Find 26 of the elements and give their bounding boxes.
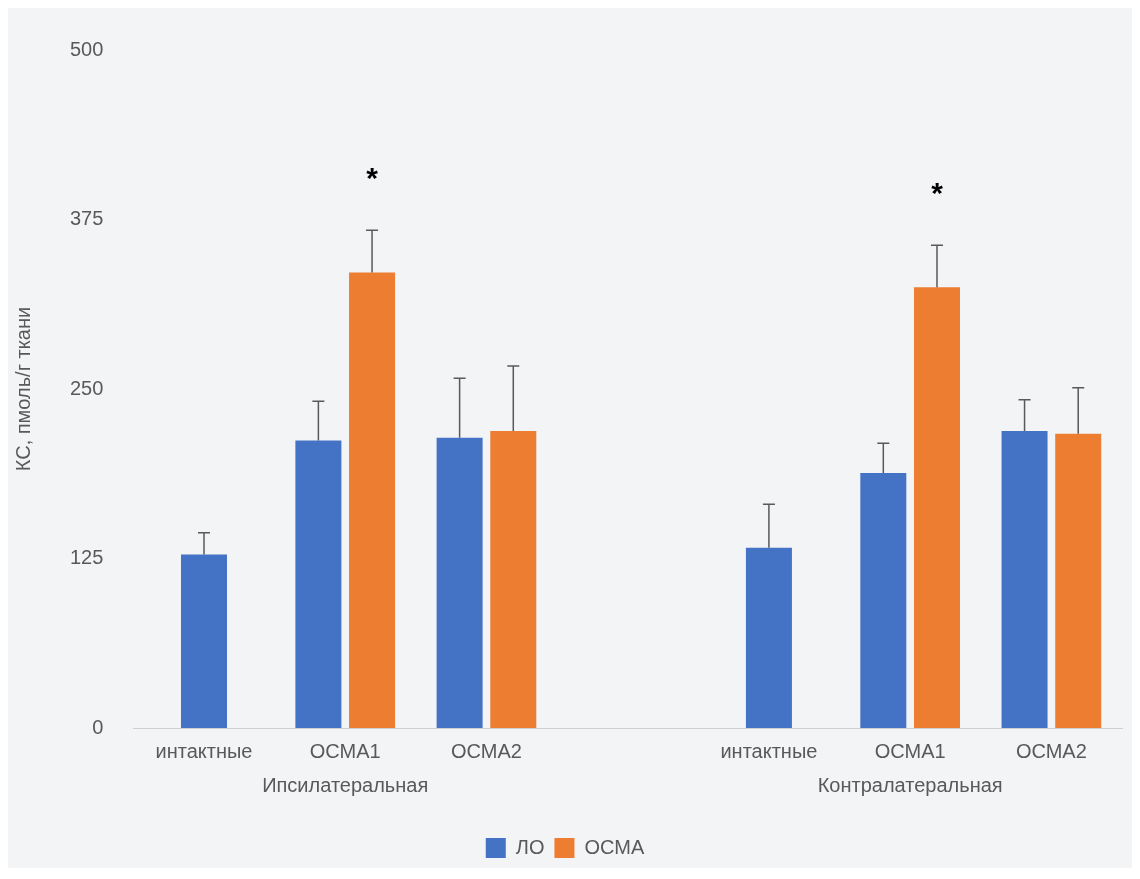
bar xyxy=(295,440,342,728)
bar xyxy=(490,431,537,728)
legend-label: ЛО xyxy=(515,835,545,858)
y-tick-label: 0 xyxy=(92,715,104,738)
annotation: * xyxy=(366,160,379,194)
y-axis-title: КС, пмоль/г ткани xyxy=(11,306,34,472)
y-tick-label: 500 xyxy=(69,37,104,60)
text: Ипсилатеральная xyxy=(262,773,429,796)
x-tick-label: ОСМА2 xyxy=(451,739,522,762)
bar xyxy=(436,437,483,728)
bar xyxy=(913,287,960,728)
y-tick-label: 375 xyxy=(69,207,104,230)
x-tick-label: интактные xyxy=(720,739,818,762)
x-tick-label: ОСМА1 xyxy=(874,739,946,762)
bar xyxy=(860,473,907,728)
x-tick-label: интактные xyxy=(155,739,253,762)
text: Контралатеральная xyxy=(817,773,1003,796)
legend-label: ОСМА xyxy=(584,835,645,858)
bar xyxy=(1001,431,1048,728)
x-tick-label: ОСМА2 xyxy=(1015,739,1087,762)
y-tick-label: 250 xyxy=(69,376,104,399)
x-tick-label: ОСМА1 xyxy=(309,739,381,762)
annotation: * xyxy=(931,175,944,209)
bar xyxy=(1055,433,1102,728)
bar xyxy=(349,272,396,728)
y-tick-label: 125 xyxy=(69,546,104,569)
